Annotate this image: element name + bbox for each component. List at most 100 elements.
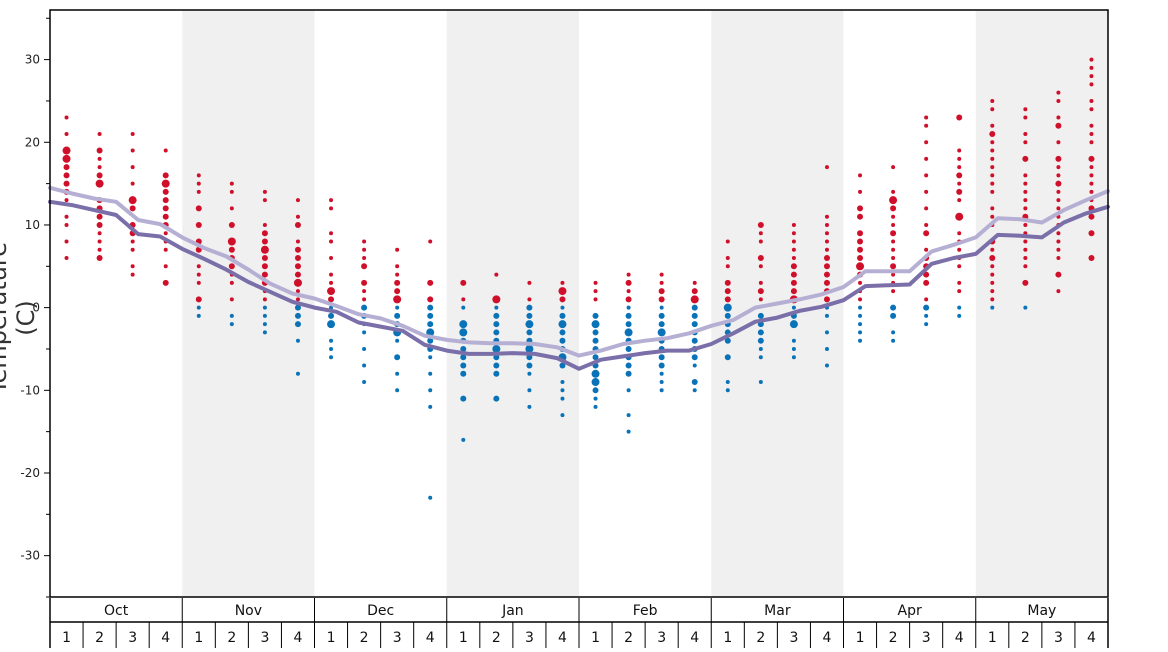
warm-temperature-dot: [626, 289, 631, 294]
warm-temperature-dot: [990, 173, 995, 178]
cold-temperature-dot: [493, 321, 500, 328]
cold-temperature-dot: [262, 330, 267, 335]
warm-temperature-dot: [1023, 264, 1028, 269]
cold-temperature-dot: [460, 354, 467, 361]
cold-temperature-dot: [362, 363, 367, 368]
warm-temperature-dot: [261, 271, 268, 278]
warm-temperature-dot: [329, 256, 334, 261]
warm-temperature-dot: [362, 256, 367, 261]
warm-temperature-dot: [957, 156, 962, 161]
cold-temperature-dot: [757, 312, 764, 319]
cold-temperature-dot: [990, 305, 995, 310]
week-label: 4: [161, 630, 170, 646]
warm-temperature-dot: [294, 221, 301, 228]
week-label: 1: [856, 630, 865, 646]
cold-temperature-dot: [625, 321, 632, 328]
warm-temperature-dot: [261, 263, 268, 270]
warm-temperature-dot: [891, 189, 896, 194]
cold-temperature-dot: [657, 328, 666, 337]
warm-temperature-dot: [130, 132, 135, 137]
warm-temperature-dot: [791, 247, 796, 252]
warm-temperature-dot: [130, 165, 135, 170]
cold-temperature-dot: [362, 380, 367, 385]
cold-temperature-dot: [758, 380, 763, 385]
warm-temperature-dot: [924, 140, 929, 145]
warm-temperature-dot: [1089, 189, 1094, 194]
warm-temperature-dot: [1056, 98, 1061, 103]
cold-temperature-dot: [329, 355, 334, 360]
warm-temperature-dot: [858, 280, 863, 285]
warm-temperature-dot: [130, 181, 135, 186]
warm-temperature-dot: [1056, 247, 1061, 252]
warm-temperature-dot: [227, 237, 236, 246]
warm-temperature-dot: [593, 280, 598, 285]
cold-temperature-dot: [858, 305, 863, 310]
warm-temperature-dot: [294, 255, 301, 262]
cold-temperature-dot: [428, 388, 433, 393]
warm-temperature-dot: [229, 297, 234, 302]
warm-temperature-dot: [162, 172, 169, 179]
y-axis-label: Temperature (C): [0, 241, 40, 395]
warm-temperature-dot: [891, 239, 896, 244]
warm-temperature-dot: [1089, 140, 1094, 145]
warm-temperature-dot: [162, 205, 169, 212]
warm-temperature-dot: [824, 214, 829, 219]
cold-temperature-dot: [626, 305, 631, 310]
warm-temperature-dot: [890, 263, 897, 270]
warm-temperature-dot: [790, 271, 797, 278]
cold-temperature-dot: [725, 388, 730, 393]
warm-temperature-dot: [757, 288, 764, 295]
cold-temperature-dot: [560, 388, 565, 393]
cold-temperature-dot: [196, 313, 201, 318]
month-label: Jan: [501, 603, 524, 619]
week-label: 1: [591, 630, 600, 646]
warm-temperature-dot: [757, 255, 764, 262]
cold-temperature-dot: [626, 388, 631, 393]
cold-temperature-dot: [658, 354, 665, 361]
week-label: 3: [1054, 630, 1063, 646]
week-label: 2: [492, 630, 501, 646]
warm-temperature-dot: [229, 189, 234, 194]
cold-temperature-dot: [691, 354, 698, 361]
warm-temperature-dot: [990, 140, 995, 145]
warm-temperature-dot: [196, 264, 201, 269]
warm-temperature-dot: [64, 214, 69, 219]
warm-temperature-dot: [96, 147, 103, 154]
warm-temperature-dot: [1089, 107, 1094, 112]
week-label: 4: [690, 630, 699, 646]
warm-temperature-dot: [990, 148, 995, 153]
cold-temperature-dot: [692, 388, 697, 393]
warm-temperature-dot: [857, 255, 864, 262]
cold-temperature-dot: [427, 337, 434, 344]
month-label: May: [1027, 603, 1056, 619]
cold-temperature-dot: [460, 345, 467, 352]
cold-temperature-dot: [659, 305, 664, 310]
warm-temperature-dot: [293, 278, 302, 287]
warm-temperature-dot: [1056, 198, 1061, 203]
cold-temperature-dot: [891, 338, 896, 343]
warm-temperature-dot: [162, 197, 169, 204]
warm-temperature-dot: [823, 296, 830, 303]
warm-temperature-dot: [329, 206, 334, 211]
cold-temperature-dot: [691, 312, 698, 319]
cold-temperature-dot: [592, 312, 599, 319]
cold-temperature-dot: [791, 338, 796, 343]
warm-temperature-dot: [1089, 82, 1094, 87]
cold-temperature-dot: [362, 346, 367, 351]
cold-temperature-dot: [459, 320, 468, 329]
warm-temperature-dot: [1023, 222, 1028, 227]
week-label: 1: [327, 630, 336, 646]
warm-temperature-dot: [559, 296, 566, 303]
cold-temperature-dot: [526, 304, 533, 311]
warm-temperature-dot: [161, 179, 170, 188]
warm-temperature-dot: [394, 279, 401, 286]
warm-temperature-dot: [1089, 57, 1094, 62]
warm-temperature-dot: [558, 287, 567, 296]
week-label: 2: [95, 630, 104, 646]
warm-temperature-dot: [97, 132, 102, 137]
warm-temperature-dot: [64, 239, 69, 244]
week-label: 2: [227, 630, 236, 646]
cold-temperature-dot: [494, 305, 499, 310]
warm-temperature-dot: [1055, 271, 1062, 278]
warm-temperature-dot: [195, 221, 202, 228]
